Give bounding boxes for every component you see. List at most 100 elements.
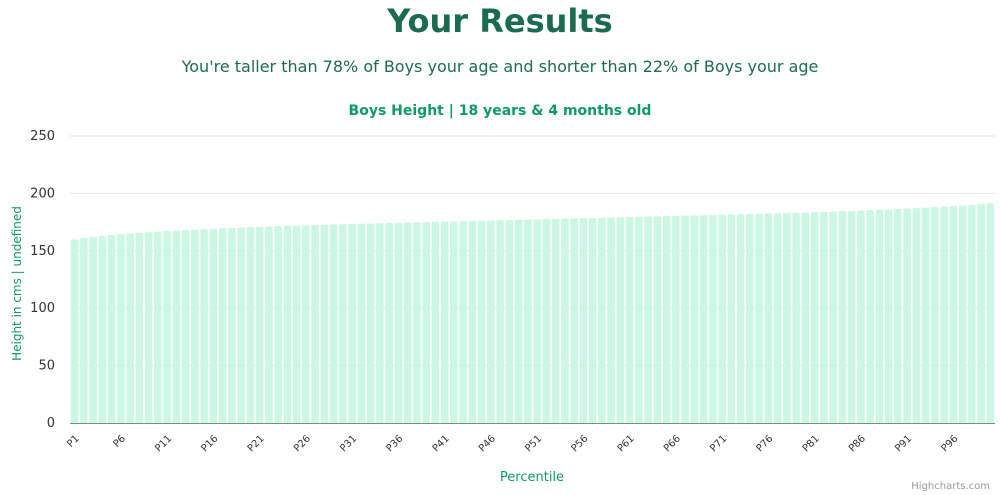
bar-p86 (857, 210, 865, 423)
bar-p96 (949, 206, 958, 423)
bar-p67 (681, 215, 689, 423)
bar-p13 (181, 230, 190, 423)
bar-p58 (598, 217, 606, 423)
bar-p54 (561, 218, 569, 423)
height-percentile-chart: Boys Height | 18 years & 4 months old 0 5… (10, 103, 995, 492)
bar-p79 (792, 212, 800, 423)
bar-p85 (847, 210, 856, 423)
x-tick-label: P26 (292, 433, 313, 454)
bar-p61 (625, 217, 634, 423)
x-tick-label: P86 (847, 433, 868, 454)
bar-p37 (403, 222, 412, 423)
bar-p48 (505, 220, 514, 423)
x-tick-label: P81 (801, 433, 822, 454)
y-tick-label: 200 (30, 186, 55, 201)
chart-title: Boys Height | 18 years & 4 months old (349, 103, 652, 119)
bar-p18 (228, 227, 236, 423)
x-axis-ticks: P1 P6 P11 P16 P21 P26 P31 P36 P41 P46 P51 P56 P61 P66… (65, 433, 960, 454)
y-axis-title: Height in cms | undefined (10, 206, 24, 361)
x-tick-label: P76 (754, 433, 775, 454)
bar-p71 (718, 214, 726, 423)
bar-series (70, 203, 995, 423)
bar-p50 (524, 219, 532, 423)
bar-p89 (884, 209, 893, 423)
bar-p69 (699, 215, 708, 423)
bar-p8 (135, 232, 144, 423)
bar-p100 (986, 203, 995, 423)
bar-p53 (551, 218, 560, 423)
bar-p47 (496, 220, 504, 423)
bar-p87 (866, 210, 874, 423)
bar-p17 (218, 228, 227, 423)
bar-p4 (98, 235, 107, 423)
bar-p31 (348, 223, 356, 423)
bar-p91 (903, 208, 911, 423)
bar-p72 (727, 214, 736, 423)
bar-p93 (921, 207, 930, 423)
bar-p92 (912, 208, 921, 423)
x-tick-label: P1 (65, 433, 82, 450)
y-tick-label: 100 (30, 301, 55, 316)
bar-p2 (80, 238, 88, 423)
page-title: Your Results (387, 2, 613, 40)
x-tick-label: P21 (246, 433, 267, 454)
bar-p59 (607, 217, 615, 423)
bar-p55 (570, 218, 578, 423)
bar-p10 (154, 231, 162, 423)
bar-p65 (662, 216, 671, 423)
x-tick-label: P41 (431, 433, 452, 454)
y-tick-label: 0 (47, 416, 55, 431)
bar-p56 (579, 218, 588, 423)
x-tick-label: P36 (384, 433, 405, 454)
highcharts-credit-link[interactable]: Highcharts.com (911, 481, 990, 492)
bar-p51 (533, 219, 541, 423)
bar-p97 (958, 205, 967, 423)
bar-p26 (302, 225, 310, 423)
bar-p44 (468, 220, 477, 423)
bar-p45 (477, 220, 486, 423)
bar-p33 (366, 223, 375, 423)
bar-p15 (200, 229, 208, 423)
bar-p22 (265, 226, 273, 423)
x-tick-label: P61 (616, 433, 637, 454)
x-tick-label: P16 (199, 433, 220, 454)
x-tick-label: P46 (477, 433, 498, 454)
bar-p73 (736, 214, 745, 423)
y-tick-label: 250 (30, 129, 55, 144)
bar-p43 (459, 221, 467, 423)
bar-p90 (894, 209, 902, 423)
bar-p78 (783, 213, 791, 423)
x-tick-label: P6 (111, 433, 128, 450)
bar-p29 (329, 224, 338, 423)
bar-p14 (191, 229, 199, 423)
bar-p80 (801, 212, 810, 423)
bar-p60 (616, 217, 625, 423)
bar-p1 (70, 239, 79, 423)
bar-p41 (440, 221, 449, 423)
bar-p42 (450, 221, 458, 423)
bar-p5 (107, 234, 116, 423)
bar-p23 (274, 226, 282, 423)
bar-p64 (653, 216, 662, 423)
bar-p9 (144, 232, 153, 423)
bar-p27 (311, 225, 319, 423)
bar-p19 (237, 227, 245, 423)
bar-p28 (320, 224, 329, 423)
bar-p63 (644, 216, 652, 423)
bar-p75 (755, 213, 763, 423)
bar-p74 (746, 214, 754, 423)
bar-p81 (810, 212, 819, 423)
x-tick-label: P96 (939, 433, 960, 454)
bar-p21 (255, 226, 264, 423)
bar-p46 (487, 220, 495, 423)
bar-p16 (209, 228, 218, 423)
bar-p84 (838, 211, 847, 423)
x-tick-label: P11 (153, 433, 174, 454)
x-tick-label: P51 (523, 433, 544, 454)
bar-p35 (385, 223, 393, 423)
y-axis-ticks: 0 50 100 150 200 250 (30, 129, 55, 431)
bar-p76 (764, 213, 773, 423)
bar-p12 (172, 230, 181, 423)
bar-p32 (357, 223, 366, 423)
bar-p11 (163, 231, 171, 423)
